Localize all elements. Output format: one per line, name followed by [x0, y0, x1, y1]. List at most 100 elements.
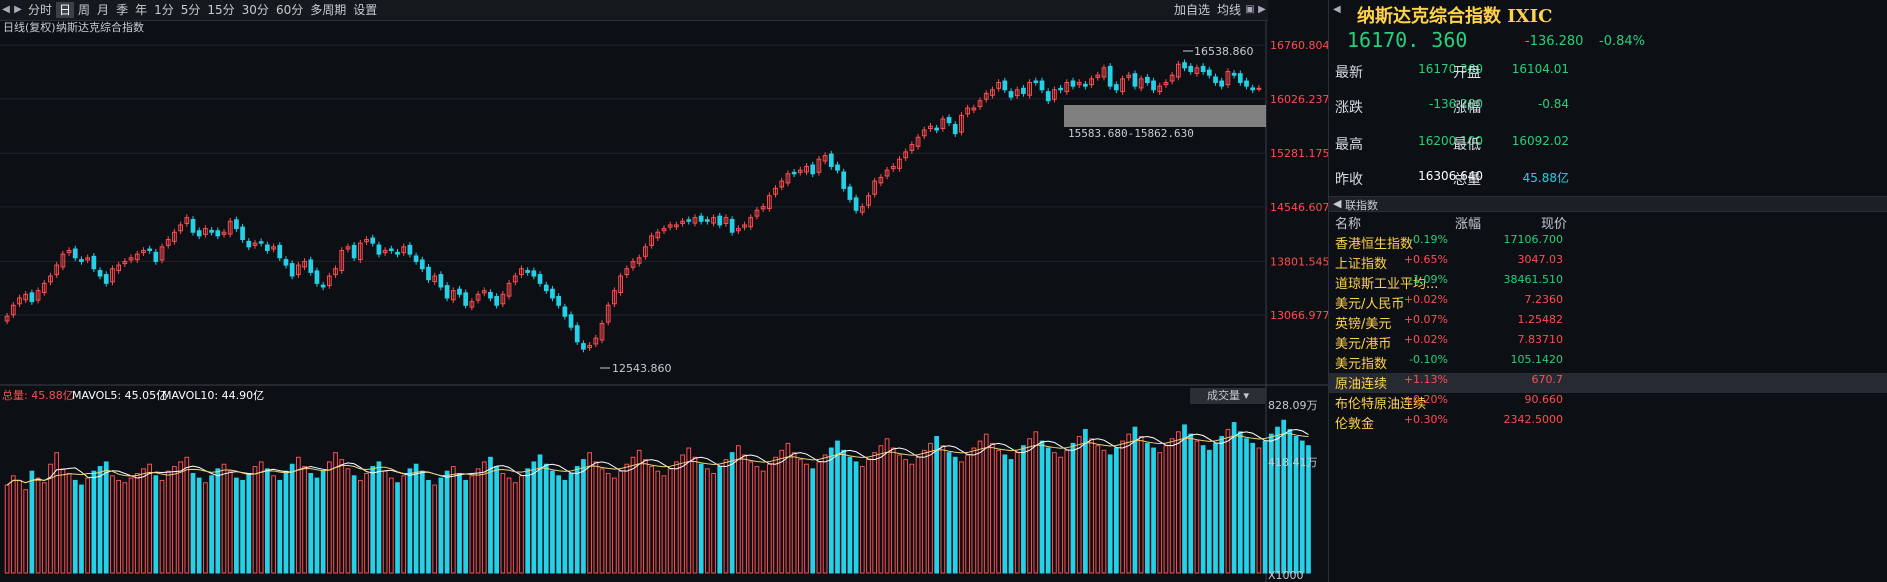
- candle-body: [674, 224, 679, 228]
- index-list-item[interactable]: 原油连续 +1.13% 670.7: [1329, 373, 1887, 393]
- volume-bar: [326, 461, 332, 574]
- volume-bar: [525, 468, 531, 574]
- candle-body: [928, 125, 933, 129]
- index-name: 英镑/美元: [1335, 317, 1392, 332]
- volume-bar: [1070, 442, 1076, 574]
- candle-body: [835, 164, 840, 171]
- collapse-panel-icon[interactable]: ◀: [1333, 4, 1341, 15]
- volume-bar: [475, 468, 481, 574]
- candle-body: [153, 251, 159, 262]
- volume-bar: [1052, 452, 1057, 574]
- period-tab-week[interactable]: 周: [78, 3, 91, 17]
- index-price: 38461.510: [1503, 273, 1564, 286]
- candle-body: [91, 255, 97, 270]
- value-low: 16092.02: [1511, 134, 1569, 148]
- candle-body: [785, 173, 791, 184]
- volume-bar: [1275, 426, 1280, 574]
- volume-bar: [1157, 452, 1163, 574]
- index-list-item[interactable]: 美元指数 -0.10% 105.1420: [1329, 353, 1887, 373]
- index-list-item[interactable]: 上证指数 +0.65% 3047.03: [1329, 253, 1887, 273]
- collapse-icon[interactable]: ▶: [1258, 4, 1266, 15]
- period-tab-intraday[interactable]: 分时: [28, 3, 53, 17]
- next-arrow-icon[interactable]: ▶: [14, 4, 22, 15]
- volume-bar: [599, 468, 605, 574]
- period-tab-multi[interactable]: 多周期: [310, 3, 347, 17]
- candle-body: [1126, 74, 1132, 78]
- kline-chart-area[interactable]: 日线(复权) 纳斯达克综合指数 16760.804 16026.237 15281.…: [0, 21, 1328, 582]
- volume-bar: [1008, 459, 1014, 574]
- candle-body: [822, 155, 828, 162]
- period-tab-30min[interactable]: 30分: [241, 3, 269, 17]
- candle-body: [649, 235, 654, 246]
- period-tab-60min[interactable]: 60分: [275, 3, 304, 17]
- volume-bar: [940, 445, 946, 574]
- period-tab-month[interactable]: 月: [97, 3, 110, 17]
- index-list-item[interactable]: 美元/人民币 +0.02% 7.2360: [1329, 293, 1887, 313]
- volume-bar: [965, 454, 970, 574]
- index-list-item[interactable]: 美元/港币 +0.02% 7.83710: [1329, 333, 1887, 353]
- volume-bar: [618, 470, 623, 574]
- candle-body: [234, 219, 239, 230]
- value-high: 16200.100: [1418, 134, 1483, 148]
- candle-body: [370, 237, 376, 244]
- indicator-selector[interactable]: 成交量 ▾: [1190, 388, 1266, 404]
- index-list-item[interactable]: 道琼斯工业平均... -1.09% 38461.510: [1329, 273, 1887, 293]
- candle-body: [797, 169, 803, 173]
- candle-body: [481, 290, 487, 294]
- candle-body: [147, 248, 152, 251]
- index-list-item[interactable]: 香港恒生指数 -0.19% 17106.700: [1329, 233, 1887, 253]
- volume-bar: [1058, 456, 1063, 574]
- index-name: 布伦特原油连续: [1335, 397, 1427, 412]
- candle-body: [766, 195, 772, 209]
- candle-body: [426, 266, 431, 281]
- volume-bar: [804, 463, 809, 574]
- volume-bar: [48, 463, 53, 574]
- candle-body: [692, 217, 698, 224]
- volume-bar: [407, 468, 413, 574]
- period-tab-5min[interactable]: 5分: [180, 3, 201, 17]
- period-tab-quarter[interactable]: 季: [116, 3, 129, 17]
- volume-bar: [252, 466, 258, 574]
- add-watchlist-button[interactable]: 加自选: [1173, 3, 1210, 17]
- period-tab-15min[interactable]: 15分: [207, 3, 235, 17]
- index-list-item[interactable]: 布伦特原油连续 +0.20% 90.660: [1329, 393, 1887, 413]
- candle-body: [283, 259, 289, 266]
- list-header-name[interactable]: 名称: [1335, 217, 1362, 232]
- volume-bar: [1219, 435, 1225, 574]
- volume-bar: [816, 461, 822, 574]
- candle-body: [252, 242, 258, 246]
- candle-body: [407, 244, 413, 255]
- volume-bar: [1299, 440, 1305, 574]
- candle-body: [537, 274, 543, 284]
- quote-panel: ◀ 纳斯达克综合指数 IXIC 16170. 360 -136.280 -0.8…: [1328, 0, 1887, 582]
- settings-button[interactable]: 设置: [353, 3, 378, 17]
- volume-bar: [1182, 424, 1187, 574]
- index-list-item[interactable]: 英镑/美元 +0.07% 1.25482: [1329, 313, 1887, 333]
- candle-body: [512, 275, 518, 283]
- candle-body: [723, 217, 729, 224]
- volume-bar: [1163, 445, 1169, 574]
- volume-bar: [1175, 431, 1181, 574]
- moving-average-button[interactable]: 均线: [1216, 3, 1241, 17]
- toolbox-icon[interactable]: ▣: [1245, 4, 1255, 15]
- index-name: 道琼斯工业平均...: [1335, 277, 1439, 292]
- volume-bar: [1101, 449, 1107, 574]
- volume-bar: [308, 472, 314, 574]
- period-tab-1min[interactable]: 1分: [154, 3, 174, 17]
- list-header-price[interactable]: 现价: [1541, 217, 1568, 232]
- volume-bar: [1262, 440, 1268, 574]
- related-indices-header[interactable]: ◀ 联指数: [1329, 196, 1887, 212]
- candle-body: [1256, 87, 1262, 90]
- candle-body: [934, 127, 940, 131]
- volume-bar: [735, 445, 741, 574]
- kline-chart[interactable]: 日线(复权) 纳斯达克综合指数 16760.804 16026.237 15281.…: [0, 21, 1328, 582]
- volume-bar: [531, 461, 537, 574]
- index-list-item[interactable]: 伦敦金 +0.30% 2342.5000: [1329, 413, 1887, 433]
- price-tick-label: 13801.545: [1270, 255, 1328, 268]
- period-tab-year[interactable]: 年: [135, 3, 148, 17]
- candle-body: [1188, 65, 1194, 73]
- period-tab-day[interactable]: 日: [56, 2, 75, 18]
- list-header-pct[interactable]: 涨幅: [1455, 217, 1482, 232]
- prev-arrow-icon[interactable]: ◀: [2, 4, 10, 15]
- chart-instrument-name: 纳斯达克综合指数: [56, 21, 144, 34]
